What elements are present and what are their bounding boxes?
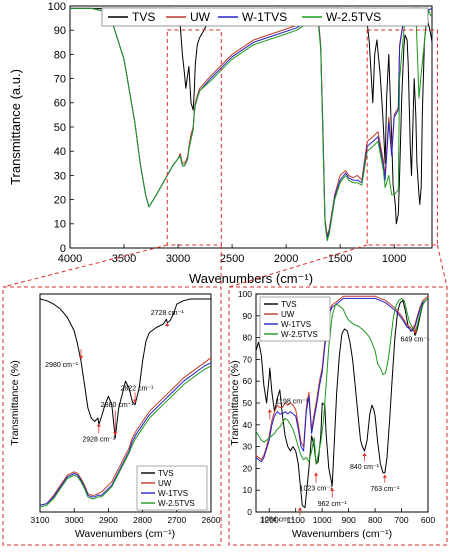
bl-annotation-arrowhead: [165, 323, 169, 326]
top-y-tick-label: 80: [54, 49, 66, 61]
bl-x-tick-label: 3000: [65, 515, 84, 525]
bottom-right-x-axis-label: Wavenumbers (cm⁻¹): [292, 528, 392, 540]
top-x-axis-label: Wavenumbers (cm⁻¹): [189, 271, 313, 286]
right-connector-line: [437, 245, 447, 287]
top-series-tvs: [70, 8, 432, 223]
top-y-axis-label: Transmittance (a.u.): [8, 69, 23, 185]
br-y-tick-label: 20: [243, 463, 253, 473]
top-y-tick-label: 100: [48, 1, 66, 13]
br-annotation-label: 763 cm⁻¹: [370, 486, 400, 493]
bl-annotation-label: 2980 cm⁻¹: [45, 362, 79, 369]
br-legend-label: W-1TVS: [281, 320, 311, 329]
bottom-right-y-axis-label: Transmittance (%): [229, 360, 241, 445]
top-y-tick-label: 40: [54, 146, 66, 158]
bl-annotation-label: 2880 cm⁻¹: [101, 402, 135, 409]
bottom-left-annotations: 2980 cm⁻¹ 2928 cm⁻¹ 2880 cm⁻¹ 2822 cm⁻¹ 2728…: [45, 310, 184, 444]
bl-legend-label: TVS: [158, 469, 174, 478]
br-x-tick-label: 800: [368, 515, 382, 525]
br-y-tick-label: 0: [247, 507, 252, 517]
br-y-tick-label: 10: [243, 485, 253, 495]
br-annotation-label: 1023 cm⁻¹: [300, 486, 334, 493]
top-legend: TVS UW W-1TVS W-2.5TVS: [102, 8, 428, 26]
top-x-tick-label: 1500: [328, 253, 352, 265]
br-annotation-arrowhead: [314, 473, 318, 476]
bl-annotation-arrowhead: [97, 423, 101, 426]
bl-x-tick-label: 2600: [202, 515, 221, 525]
br-annotation-arrowhead: [298, 507, 302, 510]
bl-legend-label: W-2.5TVS: [158, 499, 195, 508]
top-zoom-boxes: [167, 30, 437, 245]
br-annotation-label: 649 cm⁻¹: [401, 336, 431, 343]
top-y-tick-label: 20: [54, 194, 66, 206]
bl-annotation-label: 2822 cm⁻¹: [121, 386, 155, 393]
top-legend-label: UW: [190, 10, 211, 24]
top-legend-label: W-1TVS: [242, 10, 287, 24]
br-annotation-arrowhead: [383, 475, 387, 478]
br-annotation-arrowhead: [268, 409, 272, 412]
bottom-left-x-axis-label: Wavenumbers (cm⁻¹): [75, 528, 175, 540]
bl-x-tick-label: 3100: [31, 515, 50, 525]
top-legend-label: TVS: [132, 10, 155, 24]
top-y-tick-label: 90: [54, 25, 66, 37]
top-x-tick-label: 3500: [112, 253, 136, 265]
top-series-w-1tvs: [70, 8, 432, 238]
top-series-group: [70, 8, 432, 240]
top-x-tick-label: 2000: [274, 253, 298, 265]
bl-x-tick-label: 2800: [133, 515, 152, 525]
bottom-left-y-axis-label: Transmittance (%): [9, 360, 21, 445]
bl-annotation-label: 2928 cm⁻¹: [82, 436, 116, 443]
br-annotation-label: 840 cm⁻¹: [350, 464, 380, 471]
br-x-tick-label: 1000: [313, 515, 332, 525]
bl-legend-label: UW: [158, 479, 172, 488]
top-y-tick-label: 0: [60, 243, 66, 255]
br-x-tick-label: 900: [342, 515, 356, 525]
br-annotation-label: 1084 cm⁻¹: [261, 516, 295, 523]
bottom-left-panel: 3100 3000 2900 2800 2700 2600 2980 cm⁻¹ 2928 c…: [3, 287, 221, 545]
top-x-tick-label: 2500: [220, 253, 244, 265]
bl-annotation-arrowhead: [79, 356, 83, 359]
br-x-tick-label: 600: [421, 515, 435, 525]
br-y-tick-label: 90: [243, 311, 253, 321]
bl-x-tick-label: 2900: [99, 515, 118, 525]
br-x-tick-label: 700: [394, 515, 408, 525]
br-legend-label: TVS: [281, 300, 297, 309]
br-legend-label: UW: [281, 310, 295, 319]
top-y-tick-label: 60: [54, 98, 66, 110]
bottom-right-y-axis: 0 10 20 30 40 50 60 70 80 90 100: [238, 289, 260, 517]
bl-annotation-label: 2728 cm⁻¹: [151, 310, 185, 317]
top-x-tick-label: 3000: [166, 253, 190, 265]
top-y-tick-label: 30: [54, 170, 66, 182]
br-annotation-arrowhead: [362, 453, 366, 456]
bl-annotation-arrowhead: [113, 432, 117, 435]
br-legend-label: W-2.5TVS: [281, 330, 318, 339]
top-legend-label: W-2.5TVS: [326, 10, 381, 24]
br-annotation-label: 1198 cm⁻¹: [276, 398, 309, 405]
bottom-right-annotations: 1198 cm⁻¹ 1084 cm⁻¹ 1023 cm⁻¹ 962 cm⁻¹ 840 c…: [261, 325, 430, 523]
br-y-tick-label: 70: [243, 354, 253, 364]
br-y-tick-label: 60: [243, 376, 253, 386]
top-y-tick-label: 10: [54, 219, 66, 231]
top-y-tick-label: 50: [54, 122, 66, 134]
top-x-tick-label: 1000: [382, 253, 406, 265]
br-y-tick-label: 80: [243, 333, 253, 343]
br-y-tick-label: 100: [238, 289, 252, 299]
left-connector-line: [3, 245, 167, 287]
bl-legend-label: W-1TVS: [158, 489, 188, 498]
top-y-tick-label: 70: [54, 73, 66, 85]
top-series-uw: [70, 8, 432, 236]
top-zoom-box-1: [167, 30, 221, 245]
bl-x-tick-label: 2700: [167, 515, 186, 525]
br-y-tick-label: 30: [243, 442, 253, 452]
br-annotation-label: 962 cm⁻¹: [318, 501, 348, 508]
br-y-tick-label: 40: [243, 420, 253, 430]
br-y-tick-label: 50: [243, 398, 253, 408]
bottom-left-x-axis: 3100 3000 2900 2800 2700 2600: [31, 508, 221, 525]
